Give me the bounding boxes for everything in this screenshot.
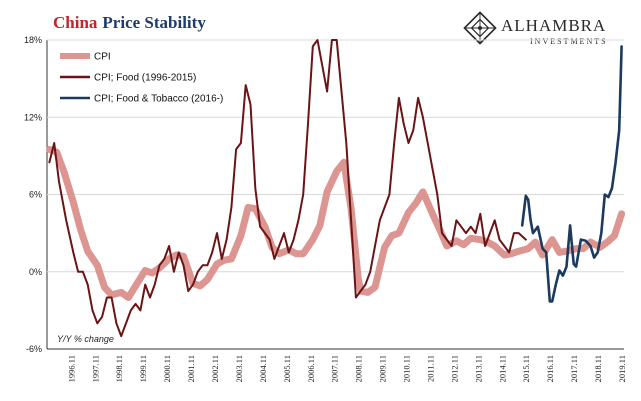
x-tick-label: 2018.11 [593, 355, 603, 382]
x-tick-label: 2012.11 [449, 355, 459, 382]
legend-label-food: CPI; Food (1996-2015) [94, 73, 196, 84]
legend-label-cpi: CPI [94, 52, 111, 63]
x-tick-label: 2016.11 [545, 355, 555, 382]
y-tick-label: 0% [29, 267, 42, 277]
y-tick-labels: 18% 12% 6% 0% -6% [24, 35, 42, 354]
x-tick-label: 2013.11 [473, 355, 483, 382]
series-line-cpi [45, 145, 626, 301]
x-tick-label: 2005.11 [282, 355, 292, 382]
series-layer [45, 39, 626, 338]
x-tick-label: 2015.11 [521, 355, 531, 382]
x-tick-label: 2010.11 [402, 355, 412, 382]
brand-sub: INVESTMENTS [530, 37, 608, 46]
title-part1: China [53, 13, 98, 32]
series-line-food [48, 39, 527, 338]
x-tick-label: 1997.11 [90, 355, 100, 382]
y-tick-label: -6% [26, 344, 42, 354]
x-tick-label: 2004.11 [258, 355, 268, 382]
y-tick-label: 12% [24, 112, 42, 122]
x-tick-label: 2007.11 [330, 355, 340, 382]
x-tick-label: 2006.11 [306, 355, 316, 382]
x-tick-label: 2001.11 [186, 355, 196, 382]
x-tick-label: 2000.11 [162, 355, 172, 382]
x-tick-label: 1996.11 [66, 355, 76, 382]
logo-mark-icon [463, 11, 497, 45]
brand-logo: ALHAMBRA INVESTMENTS [463, 11, 608, 46]
x-tick-label: 2002.11 [210, 355, 220, 382]
x-tick-label: 2003.11 [234, 355, 244, 382]
legend: CPI CPI; Food (1996-2015) CPI; Food & To… [60, 52, 223, 105]
x-tick-label: 2008.11 [354, 355, 364, 382]
brand-name: ALHAMBRA [501, 16, 606, 35]
chart-title: China Price Stability [53, 13, 206, 32]
legend-label-foodtobacco: CPI; Food & Tobacco (2016-) [94, 94, 223, 105]
x-tick-label: 2014.11 [497, 355, 507, 382]
y-tick-label: 18% [24, 35, 42, 45]
x-tick-labels: 1996.11 1997.11 1998.11 1999.11 2000.11 2001.… [66, 355, 627, 382]
x-tick-label: 2017.11 [569, 355, 579, 382]
x-tick-label: 2019.11 [617, 355, 627, 382]
x-tick-label: 2011.11 [425, 355, 435, 382]
y-axis-note: Y/Y % change [57, 334, 114, 344]
series-line-foodtobacco [520, 45, 623, 303]
title-part2: Price Stability [102, 13, 206, 32]
x-tick-label: 2009.11 [378, 355, 388, 382]
x-tick-label: 1998.11 [114, 355, 124, 382]
y-tick-label: 6% [29, 190, 42, 200]
x-tick-label: 1999.11 [138, 355, 148, 382]
